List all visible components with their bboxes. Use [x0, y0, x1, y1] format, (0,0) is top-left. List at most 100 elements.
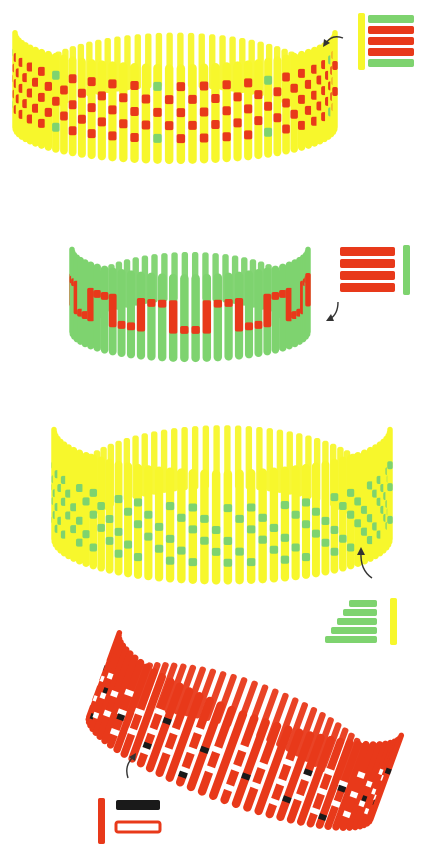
bead-accent: [188, 94, 197, 104]
bead-gap: [109, 728, 121, 737]
bead-gap: [323, 767, 335, 777]
bead-strip: [124, 462, 133, 578]
bead-accent: [82, 530, 90, 539]
bead-accent: [264, 101, 273, 111]
bead-accent: [263, 293, 272, 328]
bead-gap: [309, 806, 321, 816]
bead-strip: [279, 263, 287, 352]
bead-accent: [164, 121, 174, 131]
bead-accent: [246, 503, 256, 512]
bead-accent: [31, 77, 39, 87]
legend-bar: [340, 259, 395, 268]
bead-accent: [311, 90, 319, 100]
bead-gap: [223, 783, 235, 793]
legend-1: [358, 13, 414, 70]
bead-accent: [223, 504, 233, 513]
bead-black: [199, 745, 210, 754]
bead-accent: [147, 298, 156, 307]
bead-strip: [180, 274, 189, 363]
arrow-head-icon: [323, 39, 330, 47]
bead-gap: [124, 688, 135, 698]
bead-strip: [165, 467, 175, 583]
bead-strip: [304, 48, 313, 149]
bead-accent: [387, 483, 393, 492]
bead-accent: [81, 311, 89, 320]
bead-strip: [141, 63, 151, 164]
bead-accent: [297, 68, 306, 78]
bead-accent: [244, 78, 253, 88]
bead-accent: [77, 88, 86, 98]
bead-accent: [65, 511, 72, 520]
bead-accent: [82, 497, 90, 506]
bead-accent: [291, 543, 300, 552]
bead-accent: [235, 514, 244, 523]
bead-strip: [75, 449, 84, 565]
legend-bar: [337, 618, 377, 625]
bead-accent: [223, 536, 233, 545]
bead-black: [281, 795, 292, 804]
bead-strip: [119, 62, 128, 163]
bead-accent: [70, 525, 78, 534]
bead-accent: [141, 94, 151, 104]
legend-side-bar: [403, 245, 410, 295]
bead-accent: [271, 291, 280, 300]
bead-accent: [133, 498, 143, 507]
bead-accent: [282, 72, 290, 82]
bead-accent: [246, 558, 256, 567]
bead-gap: [211, 745, 224, 755]
bead-accent: [144, 510, 153, 519]
bead-strip: [82, 451, 90, 567]
legend-side-bar: [390, 598, 397, 645]
bead-accent: [60, 111, 68, 121]
bead-strip: [280, 466, 290, 582]
bead-accent: [200, 536, 209, 545]
bead-strip: [213, 273, 223, 362]
bead-accent: [258, 513, 267, 522]
bead-accent: [70, 503, 78, 512]
bead-gap: [116, 708, 128, 717]
bead-strip: [31, 46, 39, 147]
arrow-head-icon: [357, 547, 365, 555]
bead-strip: [254, 59, 263, 160]
bead-strip: [330, 458, 339, 574]
bead-accent: [354, 519, 362, 528]
bead-accent: [211, 119, 220, 129]
bead-accent: [297, 120, 306, 130]
bead-accent: [165, 556, 175, 565]
bead-accent: [154, 544, 164, 553]
bead-accent: [213, 299, 223, 308]
bead-gap: [185, 746, 198, 756]
bead-accent: [37, 92, 46, 102]
bead-accent: [273, 113, 282, 123]
bead-accent: [188, 525, 198, 534]
bead-strip: [339, 741, 377, 831]
bead-gap: [126, 727, 138, 737]
bead-accent: [75, 516, 84, 525]
bead-strip: [144, 465, 153, 581]
bead-accent: [282, 98, 290, 108]
bead-accent: [280, 555, 290, 564]
bead-strip: [367, 732, 405, 823]
bead-strip: [233, 61, 242, 162]
bead-back: [285, 702, 309, 752]
bead-strip: [101, 654, 139, 745]
bead-strip: [354, 451, 362, 567]
bracelet-yellow-green-scattered: [51, 425, 393, 585]
bead-accent: [387, 515, 393, 524]
arrows: [126, 36, 373, 779]
legend-bar: [325, 636, 377, 643]
bead-accent: [244, 130, 253, 140]
bead-gap: [134, 707, 146, 717]
bead-accent: [97, 117, 106, 127]
bead-accent: [136, 298, 146, 332]
bead-accent: [332, 87, 338, 96]
bead-accent: [234, 298, 244, 332]
bead-accent: [188, 558, 198, 567]
legend-4: [98, 798, 162, 844]
bead-strip: [211, 62, 220, 163]
bead-accent: [211, 93, 220, 103]
bead-black: [337, 784, 347, 793]
bead-gap: [268, 797, 280, 807]
bead-strip: [77, 57, 86, 158]
bead-accent: [211, 547, 221, 556]
